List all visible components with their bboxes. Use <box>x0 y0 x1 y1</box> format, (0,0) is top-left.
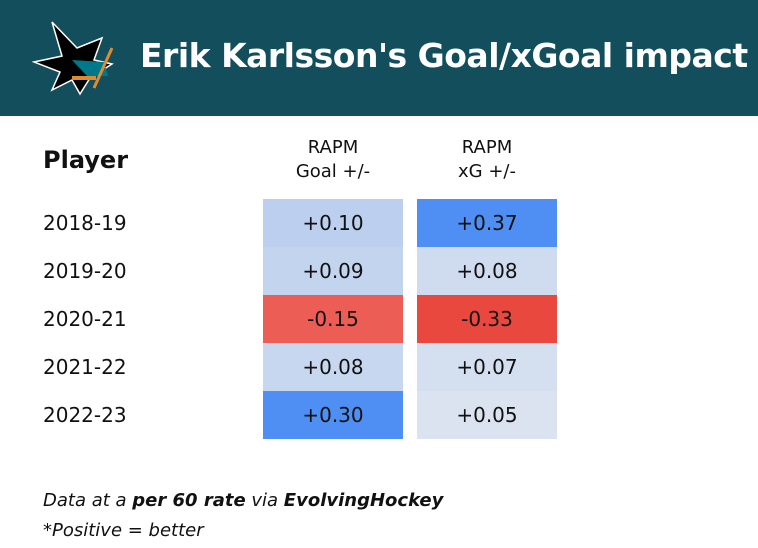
xg-value-cell: +0.07 <box>417 343 557 391</box>
goal-value-cell: +0.09 <box>263 247 403 295</box>
goal-value-cell: +0.30 <box>263 391 403 439</box>
note-bold: per 60 rate <box>132 490 246 511</box>
xg-value-cell: +0.08 <box>417 247 557 295</box>
season-label: 2020-21 <box>43 307 127 331</box>
goal-column-header: RAPM Goal +/- <box>263 136 403 184</box>
header-line: Goal +/- <box>295 161 371 182</box>
xg-value-cell: -0.33 <box>417 295 557 343</box>
goal-value-cell: -0.15 <box>263 295 403 343</box>
header-line: xG +/- <box>458 161 516 182</box>
title-banner: Erik Karlsson's Goal/xGoal impact <box>0 0 758 116</box>
xg-value-cell: +0.05 <box>417 391 557 439</box>
season-label: 2019-20 <box>43 259 127 283</box>
note-bold: EvolvingHockey <box>283 490 444 511</box>
sharks-logo-icon <box>32 21 114 96</box>
note-text: Data at a <box>43 490 133 511</box>
xg-column-header: RAPM xG +/- <box>417 136 557 184</box>
note-text: via <box>245 490 284 511</box>
goal-value-cell: +0.08 <box>263 343 403 391</box>
positive-note: *Positive = better <box>43 520 204 541</box>
header-line: RAPM <box>461 137 513 158</box>
player-column-header: Player <box>43 146 129 174</box>
page-title: Erik Karlsson's Goal/xGoal impact <box>140 36 748 75</box>
xg-value-cell: +0.37 <box>417 199 557 247</box>
season-label: 2021-22 <box>43 355 127 379</box>
season-label: 2018-19 <box>43 211 127 235</box>
header-line: RAPM <box>307 137 359 158</box>
goal-value-cell: +0.10 <box>263 199 403 247</box>
source-note: Data at a per 60 rate via EvolvingHockey <box>43 490 443 511</box>
season-label: 2022-23 <box>43 403 127 427</box>
